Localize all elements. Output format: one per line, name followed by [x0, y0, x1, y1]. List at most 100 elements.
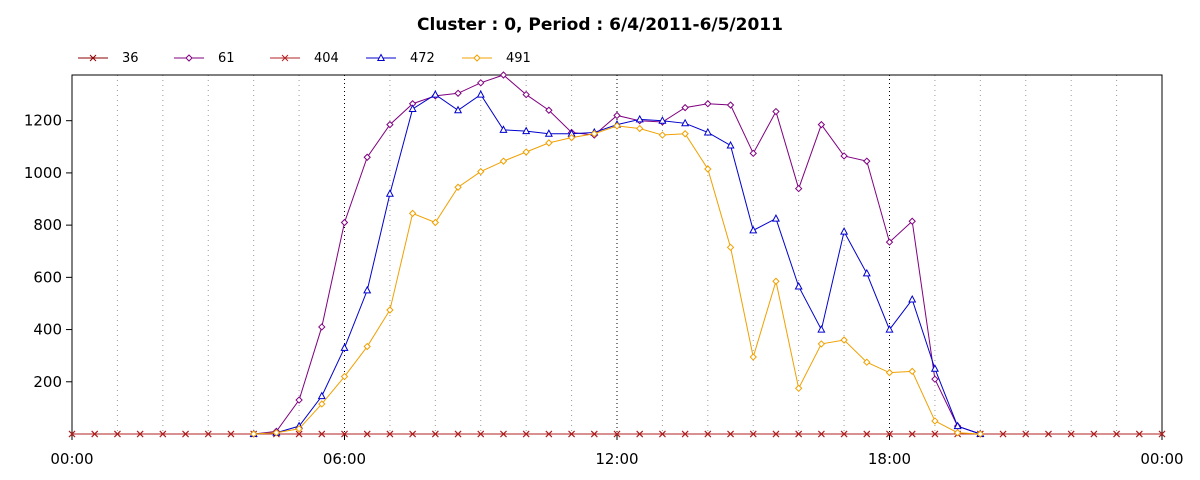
legend-item-36: 36 [78, 51, 139, 66]
data-point [931, 430, 939, 438]
legend-marker [473, 54, 481, 62]
data-point [999, 430, 1007, 438]
data-point [386, 120, 394, 129]
chart-title: Cluster : 0, Period : 6/4/2011-6/5/2011 [417, 15, 783, 35]
data-point [818, 430, 825, 438]
data-point [772, 277, 780, 285]
data-point [431, 218, 440, 227]
data-point [545, 430, 553, 438]
legend-marker [376, 53, 386, 61]
x-tick-label: 12:00 [595, 450, 638, 468]
data-point [363, 153, 371, 161]
data-point [318, 400, 326, 408]
data-point [840, 430, 848, 438]
data-point [794, 184, 803, 193]
data-point [794, 384, 803, 393]
data-point [749, 353, 757, 361]
data-point [1045, 430, 1052, 438]
data-point [545, 106, 553, 114]
data-point [636, 124, 644, 133]
data-point [431, 430, 439, 438]
data-point [341, 430, 348, 438]
data-point [386, 430, 394, 438]
data-point [840, 152, 848, 160]
data-point [295, 396, 303, 404]
data-point [795, 430, 803, 438]
x-tick-label: 00:00 [50, 450, 93, 468]
data-point [953, 421, 962, 430]
data-point [1113, 430, 1120, 438]
data-point [749, 225, 758, 234]
data-point [182, 430, 189, 438]
data-point [794, 281, 803, 290]
chart-legend: 36 61 404 472 491 [78, 51, 531, 66]
data-point [726, 243, 735, 252]
data-point [1022, 430, 1030, 438]
data-point [544, 129, 553, 137]
y-tick-label: 1000 [24, 164, 62, 182]
data-point [431, 90, 440, 98]
legend-marker [281, 54, 289, 62]
data-point [749, 430, 757, 438]
data-point [363, 342, 371, 351]
data-point [317, 391, 326, 400]
data-point [1090, 430, 1098, 438]
data-point [863, 358, 871, 366]
data-point [1067, 430, 1075, 438]
legend-label: 36 [122, 51, 139, 66]
data-point [499, 71, 508, 79]
y-tick-label: 400 [33, 321, 62, 339]
data-point [885, 238, 894, 246]
legend-item-61: 61 [174, 51, 235, 66]
legend-item-472: 472 [366, 51, 435, 66]
data-point [976, 430, 985, 438]
data-point [930, 364, 939, 372]
data-point [681, 130, 689, 138]
data-point [681, 103, 689, 112]
data-point [885, 325, 894, 333]
data-point [704, 100, 712, 108]
y-tick-label: 600 [33, 268, 62, 286]
legend-label: 472 [410, 51, 435, 66]
data-point [863, 430, 871, 438]
data-point [1135, 430, 1143, 438]
data-point [454, 105, 463, 114]
data-point [499, 125, 508, 133]
data-point [931, 375, 939, 383]
legend-label: 404 [314, 51, 339, 66]
data-point [159, 430, 167, 438]
data-point [545, 139, 553, 147]
data-point [477, 79, 485, 87]
series-491 [249, 122, 985, 438]
data-point [476, 90, 485, 98]
data-point [454, 183, 462, 191]
data-point [408, 209, 417, 218]
data-point [749, 149, 757, 158]
data-point [908, 367, 916, 376]
series-group [68, 71, 1166, 438]
data-point [68, 430, 76, 438]
data-point [295, 425, 303, 433]
data-point [772, 107, 780, 116]
data-point [817, 340, 826, 348]
x-tick-label: 18:00 [868, 450, 911, 468]
data-point [908, 294, 917, 303]
data-point [840, 227, 849, 235]
data-point [772, 430, 780, 438]
data-point [386, 306, 394, 314]
data-point [771, 214, 780, 222]
data-point [727, 430, 734, 438]
data-point [227, 430, 235, 438]
data-point [136, 430, 144, 438]
data-point [931, 417, 939, 425]
data-point [953, 428, 962, 437]
x-tick-label: 00:00 [1140, 450, 1183, 468]
data-point [567, 133, 576, 142]
data-point [249, 430, 258, 438]
data-point [318, 430, 326, 438]
data-point [318, 323, 326, 331]
legend-item-404: 404 [270, 51, 339, 66]
data-point [363, 430, 371, 438]
y-tick-label: 200 [33, 373, 62, 391]
legend-marker [185, 54, 193, 62]
